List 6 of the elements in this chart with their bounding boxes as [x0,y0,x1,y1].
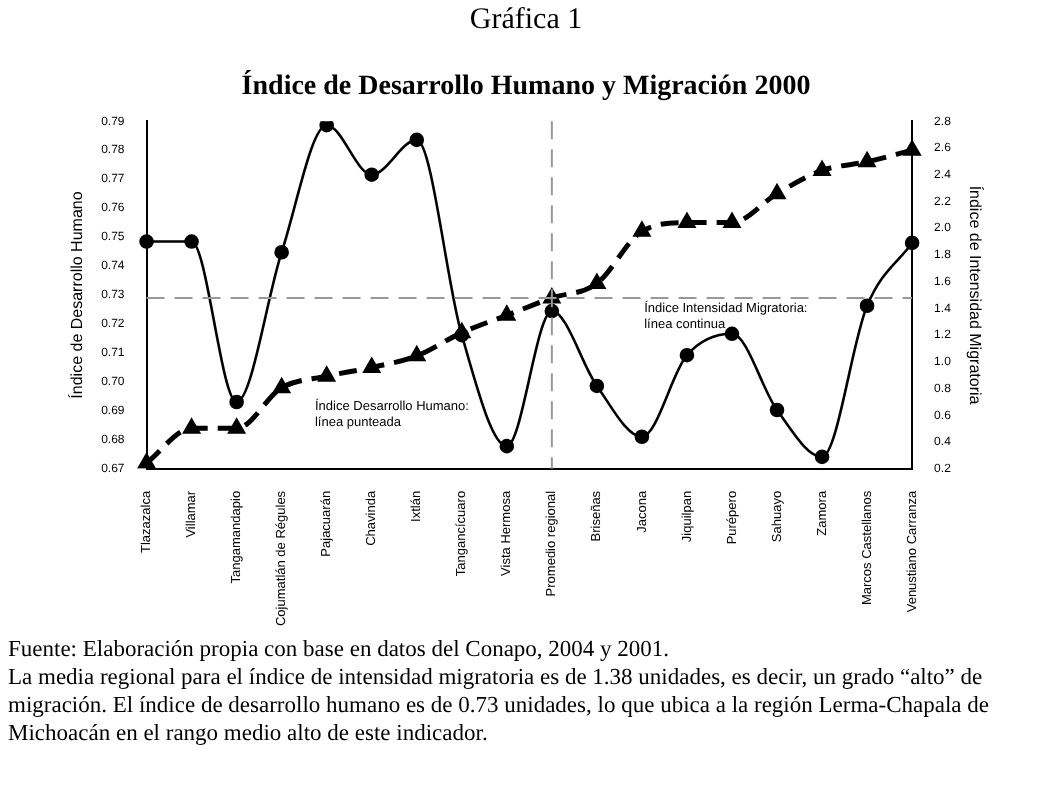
chart-subtitle: Índice de Desarrollo Humano y Migración 2000 [239,72,813,106]
text: La media regional para el índice de intensidad migratoria es de 1.38 unidades, es decir, un grado “alto” de migración. El índice de desarrollo humano es de 0.73 unidades, lo que ubica a la región Lerma-Chapala de Michoacán en el rango medio alto de este indicador. [8,664,991,748]
y2-axis-title: Índice de Intensidad Migratoria [965,185,984,406]
source-note: Fuente: Elaboración propia con base en datos del Conapo, 2004 y 2001. [8,636,672,664]
chart-title: Gráfica 1 [467,4,585,40]
y-axis-title: Índice de Desarrollo Humano [68,190,87,399]
